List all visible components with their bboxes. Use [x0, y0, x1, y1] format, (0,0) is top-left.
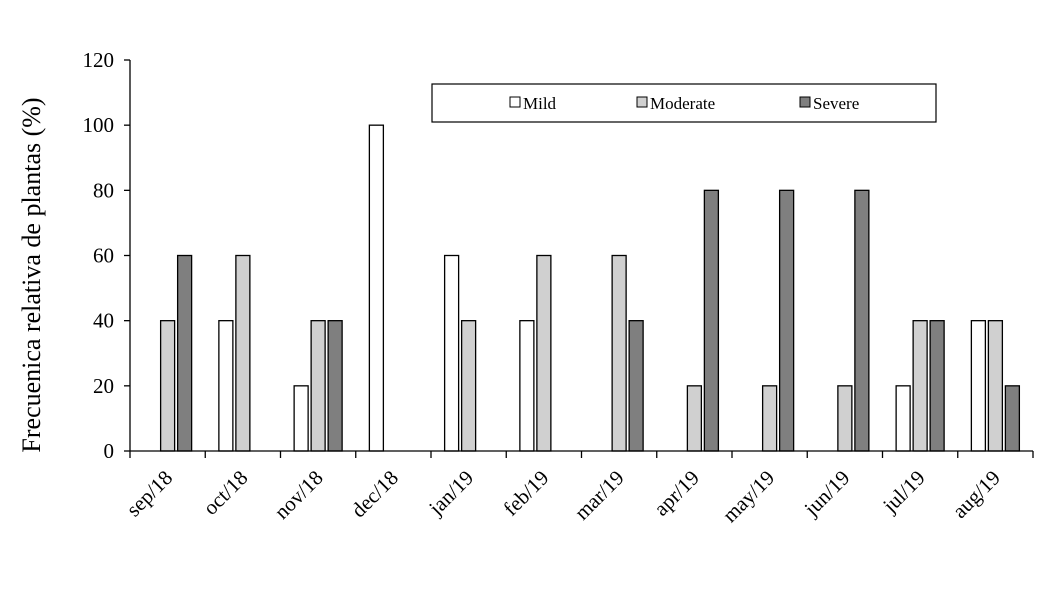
y-axis-label: Frecuenica relativa de plantas (%) [17, 97, 46, 452]
x-tick-label: mar/19 [570, 466, 629, 525]
bar-mild-oct-18 [218, 320, 234, 452]
bar-moderate-nov-18 [310, 320, 326, 452]
y-tick-label: 40 [93, 309, 114, 333]
bar-mild-jul-19 [895, 385, 911, 452]
y-tick-label: 100 [83, 113, 115, 137]
y-tick-label: 0 [104, 439, 115, 463]
bar-severe-sep-18 [176, 254, 193, 452]
legend-label-severe: Severe [813, 94, 859, 113]
x-tick-label: apr/19 [649, 466, 704, 521]
bar-severe-jul-19 [929, 320, 945, 452]
legend: Mild Moderate Severe [431, 83, 937, 123]
legend-swatch-severe [799, 96, 811, 108]
legend-swatch-mild [509, 96, 521, 108]
bar-moderate-sep-18 [159, 320, 176, 452]
bar-moderate-oct-18 [235, 254, 251, 452]
x-tick-label: dec/18 [346, 466, 403, 523]
x-tick-label: jan/19 [423, 466, 478, 521]
legend-swatch-moderate [636, 96, 648, 108]
bar-moderate-jan-19 [460, 320, 477, 452]
bar-mild-feb-19 [519, 320, 535, 452]
legend-label-moderate: Moderate [650, 94, 715, 113]
bar-moderate-aug-19 [987, 320, 1004, 452]
bar-mild-dec-18 [368, 124, 385, 452]
legend-label-mild: Mild [523, 94, 557, 113]
y-tick-label: 80 [93, 178, 114, 202]
x-tick-label: nov/18 [269, 466, 327, 524]
bar-severe-aug-19 [1004, 385, 1021, 452]
bar-severe-may-19 [778, 189, 795, 452]
bar-moderate-jun-19 [837, 385, 853, 452]
x-tick-label: jul/19 [877, 466, 929, 518]
bars-group [159, 124, 1021, 452]
x-tick-label: sep/18 [121, 466, 177, 522]
bar-severe-jun-19 [854, 189, 870, 452]
bar-moderate-apr-19 [686, 385, 703, 452]
bar-mild-jan-19 [443, 254, 460, 452]
bar-moderate-feb-19 [536, 254, 552, 452]
bar-moderate-may-19 [761, 385, 778, 452]
y-tick-label: 60 [93, 244, 114, 268]
x-tick-label: aug/19 [948, 466, 1005, 523]
y-tick-label: 120 [83, 48, 115, 72]
x-tick-label: may/19 [718, 466, 780, 528]
x-tick-label: oct/18 [198, 466, 252, 520]
bar-moderate-mar-19 [611, 254, 627, 452]
y-tick-label: 20 [93, 374, 114, 398]
bar-moderate-jul-19 [912, 320, 928, 452]
bar-severe-mar-19 [628, 320, 644, 452]
bar-mild-nov-18 [293, 385, 309, 452]
bar-severe-apr-19 [703, 189, 720, 452]
x-tick-label: feb/19 [498, 466, 553, 521]
bar-mild-aug-19 [970, 320, 987, 452]
bar-severe-nov-18 [327, 320, 343, 452]
x-tick-label: jun/19 [799, 466, 855, 522]
